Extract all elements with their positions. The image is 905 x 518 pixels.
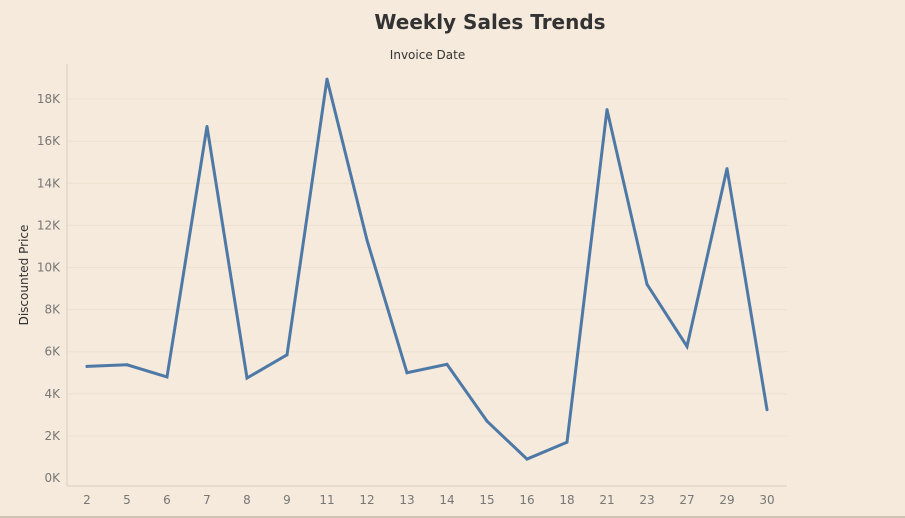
data-point bbox=[685, 344, 689, 348]
data-point bbox=[85, 364, 89, 368]
y-tick-label: 10K bbox=[37, 261, 61, 275]
data-point bbox=[445, 362, 449, 366]
y-tick-label: 14K bbox=[37, 176, 61, 190]
data-point bbox=[325, 77, 329, 81]
x-tick-label: 14 bbox=[439, 493, 454, 507]
data-point bbox=[205, 124, 209, 128]
x-tick-label: 7 bbox=[203, 493, 211, 507]
x-tick-label: 9 bbox=[283, 493, 291, 507]
y-tick-label: 18K bbox=[37, 92, 61, 106]
y-tick-label: 6K bbox=[44, 345, 61, 359]
y-tick-label: 16K bbox=[37, 134, 61, 148]
series-line bbox=[85, 78, 769, 461]
x-tick-label: 11 bbox=[319, 493, 334, 507]
x-tick-label: 27 bbox=[679, 493, 694, 507]
data-point bbox=[645, 282, 649, 286]
data-point bbox=[125, 363, 129, 367]
data-point bbox=[565, 440, 569, 444]
label-layer: 0K 2K 4K 6K 8K 10K 12K 14K 16K 18K 2 5 6 7 8 9 11 12 13 14 1… bbox=[37, 92, 775, 507]
x-tick-label: 13 bbox=[399, 493, 414, 507]
y-tick-label: 4K bbox=[44, 387, 61, 401]
chart-title: Weekly Sales Trends bbox=[374, 10, 606, 34]
data-point bbox=[765, 408, 769, 412]
x-tick-label: 8 bbox=[243, 493, 251, 507]
y-tick-label: 0K bbox=[44, 471, 61, 485]
data-point bbox=[725, 167, 729, 171]
x-tick-label: 23 bbox=[639, 493, 654, 507]
series-layer bbox=[85, 77, 769, 461]
data-point bbox=[605, 108, 609, 112]
y-tick-label: 2K bbox=[44, 429, 61, 443]
y-tick-label: 8K bbox=[44, 303, 61, 317]
y-tick-label: 12K bbox=[37, 218, 61, 232]
x-tick-label: 2 bbox=[83, 493, 91, 507]
x-tick-label: 12 bbox=[359, 493, 374, 507]
data-point bbox=[365, 238, 369, 242]
x-tick-label: 29 bbox=[719, 493, 734, 507]
x-tick-label: 6 bbox=[163, 493, 171, 507]
data-point bbox=[485, 419, 489, 423]
data-point bbox=[245, 376, 249, 380]
data-point bbox=[525, 457, 529, 461]
data-point bbox=[405, 371, 409, 375]
bottom-divider bbox=[0, 516, 905, 518]
x-axis-title: Invoice Date bbox=[389, 48, 466, 62]
x-tick-label: 15 bbox=[479, 493, 494, 507]
x-tick-label: 21 bbox=[599, 493, 614, 507]
data-point bbox=[285, 353, 289, 357]
x-tick-label: 5 bbox=[123, 493, 131, 507]
x-tick-label: 18 bbox=[559, 493, 574, 507]
data-point bbox=[165, 375, 169, 379]
grid-layer bbox=[67, 98, 787, 437]
axis-layer bbox=[66, 64, 787, 487]
x-tick-label: 30 bbox=[759, 493, 774, 507]
x-tick-label: 16 bbox=[519, 493, 534, 507]
